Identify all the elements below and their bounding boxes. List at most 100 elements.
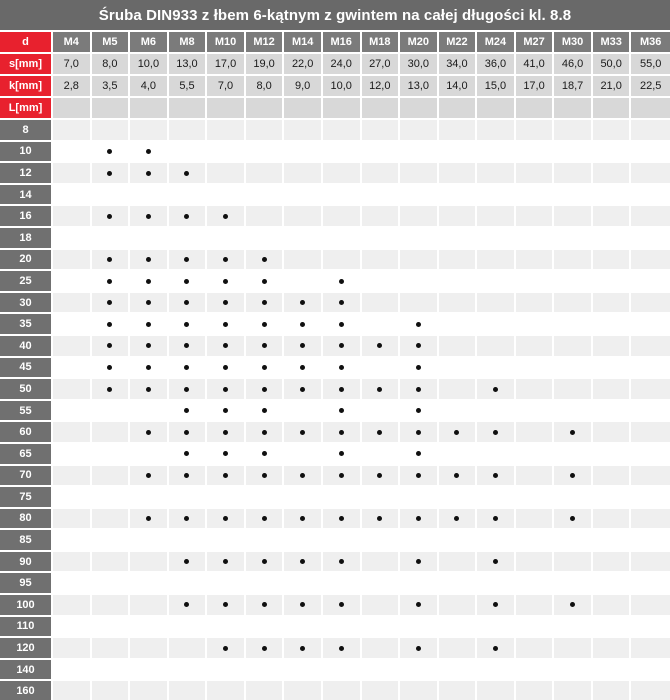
availability-cell (322, 206, 362, 228)
availability-dot (261, 451, 267, 457)
availability-cell (400, 227, 439, 250)
availability-dot (223, 559, 229, 565)
availability-cell (592, 184, 632, 207)
empty-value-cell (322, 98, 362, 120)
availability-cell (53, 163, 92, 185)
availability-dot (261, 602, 267, 608)
availability-cell (554, 465, 593, 488)
column-header: M30 (554, 32, 593, 54)
availability-cell (245, 681, 285, 700)
availability-cell (168, 120, 208, 142)
availability-cell (400, 335, 439, 358)
availability-cell (477, 163, 516, 185)
availability-dot (415, 451, 421, 457)
availability-cell (207, 487, 246, 509)
availability-cell (438, 227, 478, 250)
availability-cell (554, 379, 593, 401)
availability-cell (207, 271, 246, 293)
availability-cell (284, 659, 323, 682)
availability-cell (130, 530, 169, 552)
length-label: 18 (0, 227, 53, 250)
availability-cell (400, 379, 439, 401)
availability-cell (361, 357, 401, 380)
availability-cell (631, 141, 670, 164)
availability-cell (130, 551, 169, 574)
availability-cell (631, 379, 670, 401)
availability-cell (438, 422, 478, 444)
availability-cell (130, 271, 169, 293)
availability-cell (554, 573, 593, 596)
availability-dot (107, 213, 113, 219)
availability-cell (515, 206, 555, 228)
length-row: 75 (0, 487, 670, 509)
availability-cell (53, 595, 92, 617)
availability-cell (438, 681, 478, 700)
availability-cell (477, 314, 516, 336)
availability-cell (284, 271, 323, 293)
availability-cell (477, 400, 516, 423)
size-value-cell: 50,0 (592, 54, 632, 76)
availability-cell (477, 487, 516, 509)
availability-cell (53, 530, 92, 552)
availability-cell (207, 508, 246, 531)
availability-cell (631, 120, 670, 142)
availability-cell (284, 120, 323, 142)
availability-cell (168, 616, 208, 639)
column-header: M4 (53, 32, 92, 54)
availability-cell (438, 141, 478, 164)
availability-cell (322, 551, 362, 574)
availability-cell (53, 206, 92, 228)
size-value-cell: 9,0 (284, 76, 323, 98)
availability-cell (361, 659, 401, 682)
availability-cell (515, 443, 555, 466)
availability-cell (245, 184, 285, 207)
availability-cell (477, 184, 516, 207)
availability-cell (438, 443, 478, 466)
column-header: M33 (592, 32, 632, 54)
size-value-cell: 8,0 (245, 76, 285, 98)
availability-cell (438, 487, 478, 509)
availability-dot (261, 300, 267, 306)
availability-cell (592, 335, 632, 358)
availability-dot (415, 429, 421, 435)
length-row: 40 (0, 335, 670, 358)
availability-cell (207, 206, 246, 228)
availability-cell (91, 357, 131, 380)
availability-cell (284, 335, 323, 358)
availability-dot (145, 213, 151, 219)
availability-cell (284, 379, 323, 401)
availability-dot (570, 602, 576, 608)
empty-value-cell (207, 98, 246, 120)
empty-value-cell (53, 98, 92, 120)
availability-cell (515, 508, 555, 531)
availability-cell (361, 595, 401, 617)
availability-cell (130, 227, 169, 250)
size-value-cell: 7,0 (53, 54, 92, 76)
availability-cell (400, 551, 439, 574)
availability-dot (492, 429, 498, 435)
availability-cell (53, 443, 92, 466)
availability-cell (168, 638, 208, 660)
length-row: 120 (0, 638, 670, 660)
availability-cell (554, 681, 593, 700)
availability-cell (592, 530, 632, 552)
availability-cell (592, 681, 632, 700)
availability-cell (631, 595, 670, 617)
availability-cell (245, 487, 285, 509)
availability-cell (284, 487, 323, 509)
availability-cell (438, 551, 478, 574)
size-value-cell: 19,0 (245, 54, 285, 76)
availability-dot (492, 559, 498, 565)
availability-cell (207, 573, 246, 596)
size-value-cell: 27,0 (361, 54, 401, 76)
availability-dot (415, 343, 421, 349)
availability-cell (592, 271, 632, 293)
availability-dot (261, 386, 267, 392)
availability-cell (53, 335, 92, 358)
availability-cell (515, 530, 555, 552)
availability-cell (361, 314, 401, 336)
availability-dot (261, 343, 267, 349)
availability-cell (53, 249, 92, 272)
availability-cell (284, 206, 323, 228)
